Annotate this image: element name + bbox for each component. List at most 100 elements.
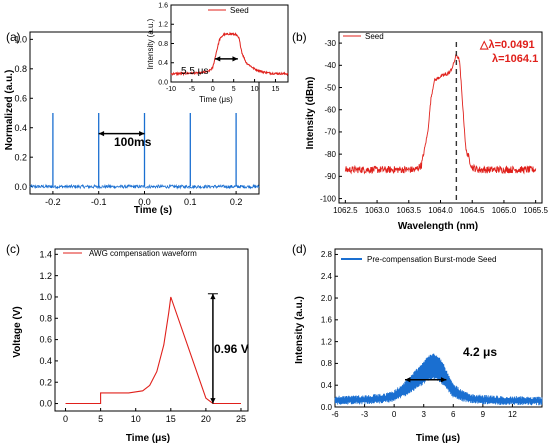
- plot-frame: [334, 248, 543, 408]
- y-tick-label: -80: [324, 150, 336, 159]
- x-tick-label: 1064.5: [460, 206, 485, 215]
- y-tick-label: 1.6: [321, 316, 333, 325]
- x-tick-label: 15: [166, 414, 176, 424]
- panel-a: (a) Time (s) Normalized (a.u.) -0.2 -0.1 0…: [4, 30, 260, 216]
- arrow-head: [210, 398, 216, 404]
- panel-a-inset-xlabel: Time (μs): [199, 95, 233, 104]
- panel-a-inset: Time (μs) Intensity (a.u.) -10 -5 0 5 10 15 0.…: [146, 2, 289, 104]
- x-tick-label: -0.1: [91, 197, 107, 207]
- y-tick-label: 1.0: [14, 35, 27, 45]
- panel-d-label: (d): [292, 242, 307, 256]
- panel-b: (b) Wavelength (nm) Intensity (dBm) 1062…: [292, 30, 548, 232]
- x-tick-label: 25: [236, 414, 246, 424]
- x-tick-label: 0.0: [138, 197, 151, 207]
- panel-a-ylabel: Normalized (a.u.): [4, 70, 15, 151]
- x-tick-label: 5: [98, 414, 103, 424]
- panel-b-xlabel: Wavelength (nm): [398, 221, 478, 232]
- panel-d-annotation: 4.2 μs: [463, 345, 497, 359]
- x-tick-label: 10: [251, 86, 259, 93]
- arrow-head: [214, 56, 221, 62]
- y-tick-label: 0.2: [14, 152, 27, 162]
- x-tick-label: 0: [63, 414, 68, 424]
- panel-c-label: (c): [6, 242, 20, 256]
- y-tick-label: -30: [324, 39, 336, 48]
- arrow-head: [440, 377, 447, 383]
- y-tick-label: 0.8: [14, 64, 27, 74]
- x-tick-label: 1065.0: [492, 206, 517, 215]
- series-seed: [344, 53, 537, 175]
- x-tick-label: 0: [392, 410, 397, 419]
- x-tick-label: 10: [131, 414, 141, 424]
- x-tick-label: 0.2: [230, 197, 243, 207]
- panel-b-legend: Seed: [365, 32, 384, 41]
- y-tick-label: 0.6: [39, 335, 52, 345]
- x-tick-label: 1062.5: [333, 206, 358, 215]
- y-tick-label: -60: [324, 106, 336, 115]
- y-tick-label: 0.6: [14, 93, 27, 103]
- panel-a-inset-annotation: 5.5 μs: [181, 66, 208, 77]
- series-awg: [65, 296, 241, 405]
- y-tick-label: 0.0: [158, 79, 168, 86]
- panel-d-legend: Pre-compensation Burst-mode Seed: [367, 255, 496, 264]
- y-tick-label: 0.0: [39, 399, 52, 409]
- panel-c: (c) Time (μs) Voltage (V) 0 5 10 15 20 25 0.0 0…: [6, 242, 249, 444]
- x-tick-label: 0.1: [184, 197, 197, 207]
- y-tick-label: 0.8: [321, 359, 333, 368]
- x-tick-label: 0: [211, 86, 215, 93]
- y-tick-label: 1.2: [321, 337, 333, 346]
- x-tick-label: 1063.0: [365, 206, 390, 215]
- arrow-head: [404, 377, 411, 383]
- x-tick-label: -10: [166, 86, 176, 93]
- x-tick-label: -6: [331, 410, 339, 419]
- panel-c-ylabel: Voltage (V): [12, 306, 23, 357]
- y-tick-label: 0.4: [39, 356, 52, 366]
- y-tick-label: 0.0: [14, 182, 27, 192]
- panel-d: (d) Time (μs) Intensity (a.u.) -6 -3 0 3 6 9 1…: [292, 242, 543, 444]
- y-tick-label: -50: [324, 83, 336, 92]
- y-tick-label: 1.2: [158, 22, 168, 29]
- panel-b-ylabel: Intensity (dBm): [305, 77, 316, 150]
- x-tick-label: 3: [421, 410, 426, 419]
- panel-a-label: (a): [6, 30, 21, 44]
- arrow-head: [139, 131, 145, 137]
- y-tick-label: 2.0: [321, 294, 333, 303]
- y-tick-label: 0.4: [14, 123, 27, 133]
- y-tick-label: 1.4: [39, 249, 52, 259]
- y-tick-label: -90: [324, 172, 336, 181]
- series-burst: [334, 353, 543, 406]
- x-tick-label: 6: [451, 410, 456, 419]
- panel-a-inset-legend: Seed: [230, 6, 249, 15]
- y-tick-label: 0.0: [321, 403, 333, 412]
- x-tick-label: 12: [508, 410, 517, 419]
- panel-b-label: (b): [292, 30, 307, 44]
- panel-c-legend: AWG compensation waveform: [89, 249, 197, 258]
- series-seed: [170, 31, 289, 77]
- y-tick-label: 2.4: [321, 272, 333, 281]
- x-tick-label: 1065.5: [523, 206, 548, 215]
- panel-d-xlabel: Time (μs): [416, 433, 460, 444]
- x-tick-label: 1064.0: [428, 206, 453, 215]
- panel-d-ylabel: Intensity (a.u.): [294, 296, 305, 364]
- y-tick-label: 0.4: [158, 60, 168, 67]
- plot-frame: [54, 248, 249, 412]
- y-tick-label: -40: [324, 61, 336, 70]
- y-tick-label: 0.2: [39, 377, 52, 387]
- y-tick-label: 0.4: [321, 381, 333, 390]
- y-tick-label: -70: [324, 128, 336, 137]
- y-tick-label: 1.0: [39, 292, 52, 302]
- panel-b-annotation-dl: △λ=0.0491: [479, 39, 535, 51]
- x-tick-label: -3: [361, 410, 369, 419]
- panel-b-annotation-l: λ=1064.1: [492, 53, 538, 65]
- panel-a-xlabel: Time (s): [134, 205, 172, 216]
- arrow-head: [232, 56, 238, 62]
- panel-a-annotation: 100ms: [114, 135, 152, 149]
- arrow-head: [98, 131, 105, 137]
- y-tick-label: 0.8: [158, 41, 168, 48]
- y-tick-label: 0.8: [39, 313, 52, 323]
- x-tick-label: -5: [189, 86, 195, 93]
- y-tick-label: 2.8: [321, 250, 333, 259]
- inset-background: [171, 5, 288, 82]
- x-tick-label: 1063.5: [397, 206, 422, 215]
- panel-c-annotation: 0.96 V: [214, 342, 249, 356]
